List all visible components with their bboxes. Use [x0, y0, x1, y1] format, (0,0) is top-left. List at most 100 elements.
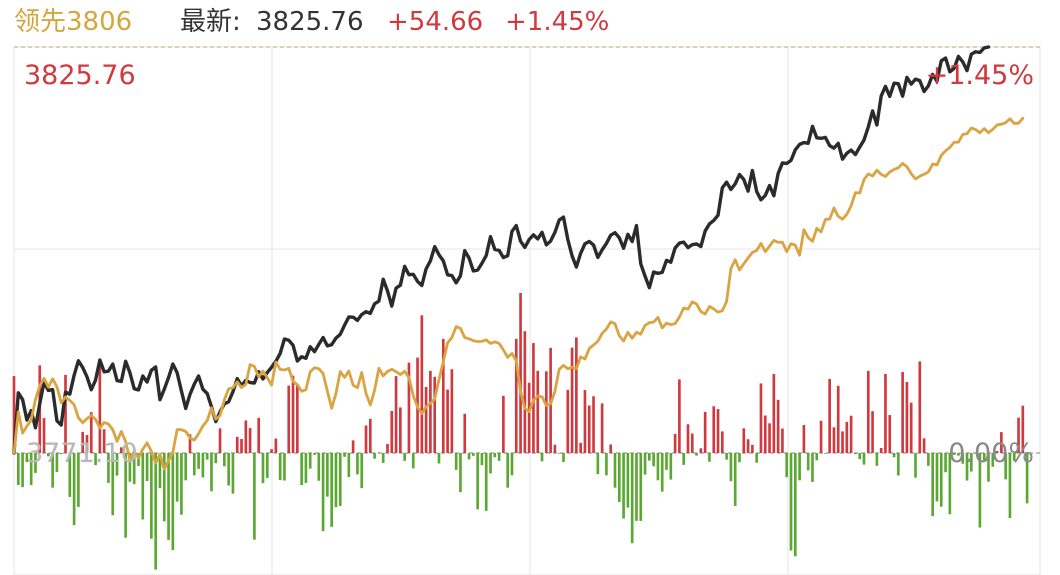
volume-bar [102, 429, 106, 453]
volume-bar [192, 453, 196, 476]
volume-bar [746, 439, 750, 453]
volume-bar [21, 453, 24, 488]
volume-bar [171, 453, 175, 551]
volume-bar [540, 453, 544, 462]
volume-bar [729, 453, 733, 482]
volume-bar [1025, 453, 1029, 504]
volume-bar [605, 453, 608, 476]
volume-bar [914, 453, 917, 478]
volume-bar [429, 370, 432, 453]
volume-bar [819, 420, 823, 453]
volume-bar [463, 413, 467, 453]
volume-bar [68, 453, 72, 497]
volume-bar [738, 453, 741, 463]
volume-bar [665, 453, 668, 470]
volume-bar [489, 453, 492, 474]
volume-bar [901, 372, 904, 453]
volume-bar [386, 443, 389, 453]
volume-bar [905, 382, 909, 453]
volume-bar [789, 453, 793, 551]
volume-bar [862, 453, 866, 465]
volume-bar [493, 453, 497, 458]
volume-bar [669, 453, 673, 480]
volume-bar [600, 403, 604, 453]
volume-bar [377, 452, 381, 454]
volume-bar [124, 453, 127, 538]
volume-bar [617, 453, 621, 502]
volume-bar [987, 453, 990, 482]
volume-bar [278, 453, 282, 481]
change-value: +54.66 [387, 7, 483, 37]
volume-bar [235, 436, 239, 453]
volume-bar [978, 453, 982, 528]
volume-bar [995, 451, 999, 453]
volume-bar [768, 423, 771, 453]
volume-bar [120, 447, 123, 453]
volume-bar [59, 453, 63, 455]
volume-bar [77, 453, 80, 507]
volume-bar [678, 379, 681, 453]
volume-bar [313, 453, 316, 455]
volume-bar [34, 453, 37, 473]
volume-bar [296, 383, 299, 453]
volume-bar [162, 453, 166, 522]
volume-bar [381, 453, 385, 463]
volume-bar [390, 410, 394, 453]
volume-bar [89, 412, 93, 453]
volume-bar [128, 453, 132, 482]
index-price-line [12, 45, 991, 455]
volume-bar [437, 453, 441, 464]
volume-bar [484, 453, 488, 511]
volume-bar [42, 418, 46, 453]
volume-bar [562, 453, 565, 463]
volume-bar [815, 453, 819, 461]
volume-bar [609, 444, 613, 453]
volume-bar [1012, 453, 1016, 461]
volume-bar [871, 411, 874, 453]
volume-bar [227, 453, 230, 486]
base-percent-label: 0.00% [948, 438, 1034, 469]
volume-bar [338, 453, 342, 506]
volume-bar [708, 453, 711, 462]
volume-bar [145, 453, 149, 482]
volume-bar [626, 453, 630, 508]
volume-bar [506, 453, 510, 488]
volume-bar [982, 453, 986, 461]
volume-bar [575, 337, 578, 453]
volume-bar [553, 444, 557, 453]
volume-bar [596, 453, 600, 475]
volume-bar [368, 418, 372, 453]
volume-bar [892, 453, 896, 458]
volume-bar [441, 338, 445, 453]
volume-bar [180, 453, 183, 515]
volume-bar [304, 453, 308, 483]
volume-bar [648, 453, 651, 461]
volume-bar [961, 453, 965, 464]
volume-bar [866, 370, 870, 453]
volume-bar [257, 417, 261, 453]
latest-value: 3825.76 [256, 7, 364, 37]
volume-bar [965, 453, 969, 481]
volume-bar [467, 453, 471, 460]
volume-bar [532, 343, 535, 453]
volume-bar [879, 448, 883, 453]
volume-bar [240, 438, 243, 453]
volume-bar [635, 453, 638, 521]
volume-bar [772, 373, 776, 453]
volume-bar [557, 453, 561, 454]
volume-bar [150, 453, 153, 539]
volume-bar [141, 453, 145, 520]
volume-bar [832, 427, 836, 453]
volume-bar [373, 453, 376, 459]
volume-bar [858, 453, 862, 460]
volume-bar [81, 431, 85, 453]
volume-bar [849, 415, 853, 453]
volume-bar [55, 453, 59, 472]
base-price-label: 3771.10 [26, 438, 138, 469]
volume-bar [111, 453, 115, 516]
volume-bar [472, 453, 475, 456]
volume-bar [420, 315, 424, 453]
volume-bar [854, 453, 857, 455]
volume-bar [828, 378, 831, 453]
volume-bar [806, 453, 810, 471]
